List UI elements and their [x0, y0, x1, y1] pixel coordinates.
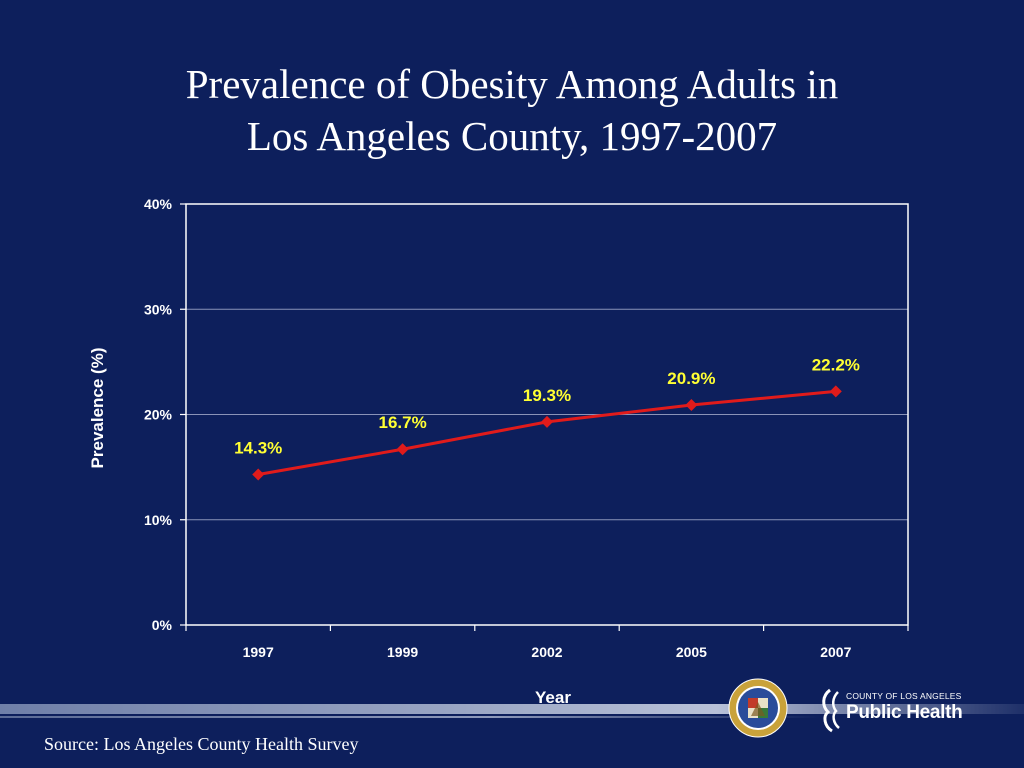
- x-tick-label: 1997: [243, 644, 274, 660]
- public-health-logo: [822, 688, 840, 733]
- x-tick-label: 2005: [676, 644, 707, 660]
- line-chart: 0% 10% 20% 30% 40% 1997 1999 2002 2005 2007 14.3%…: [88, 196, 909, 707]
- gridlines: [186, 308, 908, 521]
- data-point-marker: [252, 468, 265, 481]
- y-tick-label: 40%: [144, 196, 173, 212]
- x-tick-label: 2002: [531, 644, 562, 660]
- y-tick-label: 10%: [144, 512, 173, 528]
- data-label: 19.3%: [523, 386, 571, 405]
- data-point-marker: [685, 399, 698, 412]
- logo-county-text: County of Los Angeles: [846, 691, 962, 701]
- y-axis-label: Prevalence (%): [88, 348, 107, 469]
- y-tick-label: 20%: [144, 407, 173, 423]
- data-point-marker: [541, 415, 553, 428]
- x-tick-label: 2007: [820, 644, 851, 660]
- axes: 0% 10% 20% 30% 40% 1997 1999 2002 2005 2007: [144, 196, 909, 660]
- series-prevalence: [252, 385, 842, 481]
- data-label: 22.2%: [812, 355, 860, 374]
- data-labels: 14.3% 16.7% 19.3% 20.9% 22.2%: [234, 355, 860, 457]
- x-tick-label: 1999: [387, 644, 418, 660]
- data-label: 16.7%: [378, 413, 426, 432]
- county-seal-logo: [728, 678, 788, 738]
- slide-title: Prevalence of Obesity Among Adults in Lo…: [0, 58, 1024, 162]
- data-point-marker: [396, 443, 409, 456]
- data-label: 20.9%: [667, 369, 715, 388]
- source-note: Source: Los Angeles County Health Survey: [44, 734, 359, 754]
- y-tick-label: 0%: [152, 617, 173, 633]
- title-line-1: Prevalence of Obesity Among Adults in: [185, 61, 839, 107]
- title-line-2: Los Angeles County, 1997-2007: [246, 113, 778, 159]
- data-label: 14.3%: [234, 438, 282, 457]
- data-point-marker: [829, 385, 842, 398]
- logo-public-health-text: Public Health: [846, 702, 963, 723]
- footer-band: [0, 704, 1024, 714]
- y-tick-label: 30%: [144, 301, 173, 317]
- x-axis-label: Year: [535, 688, 571, 707]
- footer-band-thin: [0, 716, 820, 718]
